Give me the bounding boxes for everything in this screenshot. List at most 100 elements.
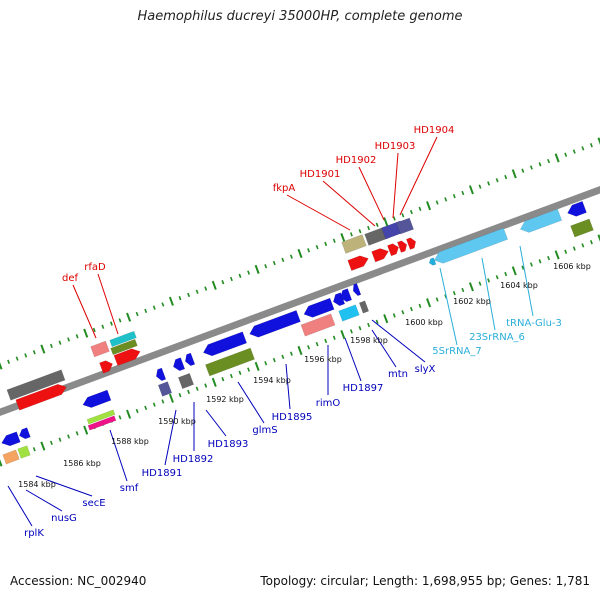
lower-tick-mark [495,275,499,280]
feature-block [177,372,195,390]
lower-tick-mark [581,243,585,248]
scale-label: 1584 kbp [18,480,56,489]
lower-tick-mark [238,370,242,375]
upper-tick-mark [383,217,389,227]
lower-tick-mark [340,330,346,340]
upper-tick-mark [67,337,71,342]
lower-tick-mark [511,266,517,276]
feature-block [570,218,594,238]
label-leader [285,363,291,410]
lower-tick-mark [118,415,122,420]
upper-tick-mark [504,174,508,180]
upper-tick-mark [75,334,79,339]
upper-tick-mark [461,190,465,196]
feature-block [110,338,138,356]
forward-feature-label: HD1903 [375,141,416,152]
upper-tick-mark [597,137,600,145]
lower-tick-mark [367,322,371,328]
upper-tick-mark [426,201,432,211]
feature-block [352,283,362,297]
feature-block [396,217,414,235]
label-leader [97,273,119,335]
label-leader [519,245,534,317]
feature-block [406,237,417,250]
label-leader [164,409,177,466]
lower-tick-mark [315,341,319,347]
upper-tick-mark [161,302,165,307]
label-leader [481,257,496,331]
feature-block [99,360,113,374]
scale-label: 1598 kbp [350,336,388,345]
lower-tick-mark [324,338,328,344]
feature-block [113,348,141,366]
genome-summary: Topology: circular; Length: 1,698,955 bp… [260,574,590,588]
forward-feature-label: fkpA [273,183,296,194]
reverse-feature-label: glmS [252,425,277,436]
upper-tick-mark [444,197,448,202]
upper-tick-mark [272,260,276,266]
upper-tick-mark [401,213,405,218]
reverse-feature-label: HD1893 [208,439,249,450]
upper-tick-mark [211,280,217,290]
feature-block [434,227,509,264]
lower-tick-mark [264,361,268,366]
upper-tick-mark [247,270,251,275]
forward-feature-label: HD1902 [336,155,377,166]
feature-blocks [1,200,594,465]
lower-tick-mark [195,386,199,391]
upper-tick-mark [538,162,542,167]
upper-tick-mark [24,353,28,358]
reverse-feature-label: HD1895 [272,412,313,423]
feature-block [567,200,587,217]
lower-tick-mark [229,373,233,379]
upper-tick-mark [168,296,174,306]
lower-tick-mark [554,250,560,260]
upper-tick-mark [0,362,3,370]
reverse-feature-label: rplK [24,528,44,539]
upper-tick-mark [40,344,46,354]
feature-block [371,248,389,263]
upper-tick-mark [572,149,576,154]
lower-tick-mark [178,392,182,398]
upper-tick-mark [126,312,132,322]
upper-tick-mark [58,340,62,345]
label-leader [344,337,362,382]
upper-tick-mark [101,324,105,329]
lower-tick-mark [478,281,482,286]
feature-block [173,357,186,372]
feature-block [303,297,335,318]
lower-tick-mark [572,246,576,251]
label-leader [237,381,265,424]
upper-tick-mark [32,350,36,355]
upper-tick-mark [187,292,191,298]
feature-block [17,445,31,459]
lower-tick-mark [564,249,568,254]
label-leader [7,485,33,527]
feature-block [397,240,408,253]
lower-tick-mark [538,259,542,264]
scale-labels: 1584 kbp 1586 kbp 1588 kbp 1590 kbp 1592 kbp… [18,262,591,489]
scale-label: 1588 kbp [111,437,149,446]
scale-label: 1594 kbp [253,376,291,385]
lower-tick-mark [461,287,465,293]
feature-block [387,243,399,257]
lower-tick-mark [307,345,311,350]
feature-block [300,313,336,337]
upper-tick-mark [589,143,593,148]
lower-tick-mark [289,351,293,356]
lower-tick-mark [401,310,405,315]
feature-block [109,330,137,348]
label-leader [205,409,227,437]
lower-tick-mark [281,354,285,360]
feature-block [203,331,248,357]
upper-tick-mark [289,254,293,259]
upper-tick-mark [152,305,156,310]
reverse-feature-label: HD1892 [173,454,214,465]
feature-block [6,369,66,401]
reverse-feature-label: nusG [51,513,77,524]
feature-block [347,255,369,271]
scale-label: 1606 kbp [553,262,591,271]
label-leader [392,152,399,219]
